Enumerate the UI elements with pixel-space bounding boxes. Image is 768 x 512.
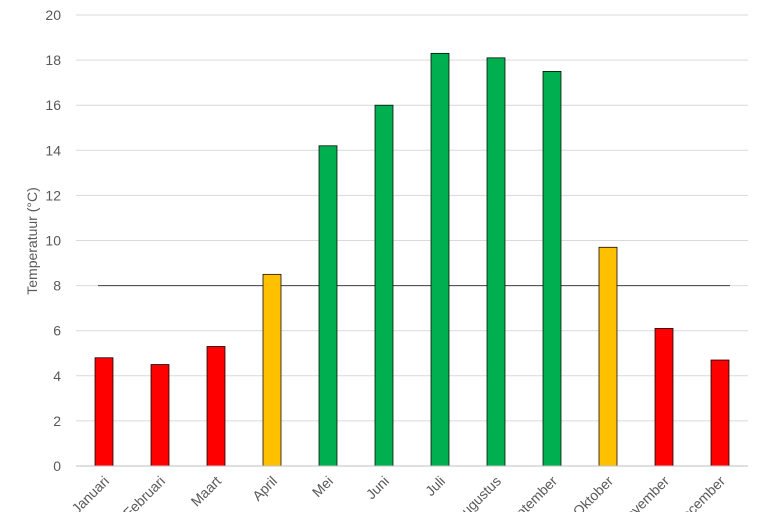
x-tick-label: December — [671, 473, 728, 512]
x-tick-label: Maart — [187, 473, 224, 510]
bars — [94, 52, 730, 467]
y-tick-label: 8 — [53, 278, 61, 294]
bar-juni — [374, 104, 394, 467]
bar-juli — [430, 52, 450, 467]
y-tick-labels: 0 2 4 6 8 10 12 14 16 18 20 — [45, 7, 61, 474]
x-tick-label: April — [249, 473, 280, 504]
bar-september — [542, 71, 562, 467]
x-tick-label: September — [500, 473, 560, 512]
bar-april — [262, 273, 282, 467]
y-tick-label: 2 — [53, 413, 61, 429]
y-tick-label: 4 — [53, 368, 61, 384]
y-tick-label: 12 — [45, 187, 61, 203]
y-tick-label: 14 — [45, 142, 61, 158]
x-tick-label: Januari — [68, 473, 112, 512]
bar-mei — [318, 145, 338, 467]
y-tick-label: 10 — [45, 233, 61, 249]
bar-maart — [206, 346, 226, 467]
x-tick-labels: Januari Februari Maart April Mei Juni Juli Augu… — [68, 473, 728, 512]
bar-januari — [94, 357, 114, 467]
x-tick-label: Juli — [422, 473, 448, 499]
x-tick-label: Augustus — [452, 473, 505, 512]
y-tick-label: 6 — [53, 323, 61, 339]
bar-december — [710, 359, 730, 467]
y-tick-label: 16 — [45, 97, 61, 113]
gridlines — [76, 14, 748, 422]
y-tick-label: 0 — [53, 458, 61, 474]
y-tick-label: 18 — [45, 52, 61, 68]
bar-augustus — [486, 57, 506, 467]
y-tick-label: 20 — [45, 7, 61, 23]
x-tick-label: Juni — [363, 473, 392, 502]
x-tick-label: Mei — [309, 473, 336, 500]
bar-oktober — [598, 246, 618, 467]
y-axis-title: Temperatuur (°C) — [24, 187, 40, 295]
bar-november — [654, 328, 674, 467]
x-tick-label: Februari — [120, 473, 168, 512]
x-tick-label: Oktober — [570, 473, 617, 512]
bar-februari — [150, 364, 170, 467]
x-tick-label: November — [615, 473, 672, 512]
